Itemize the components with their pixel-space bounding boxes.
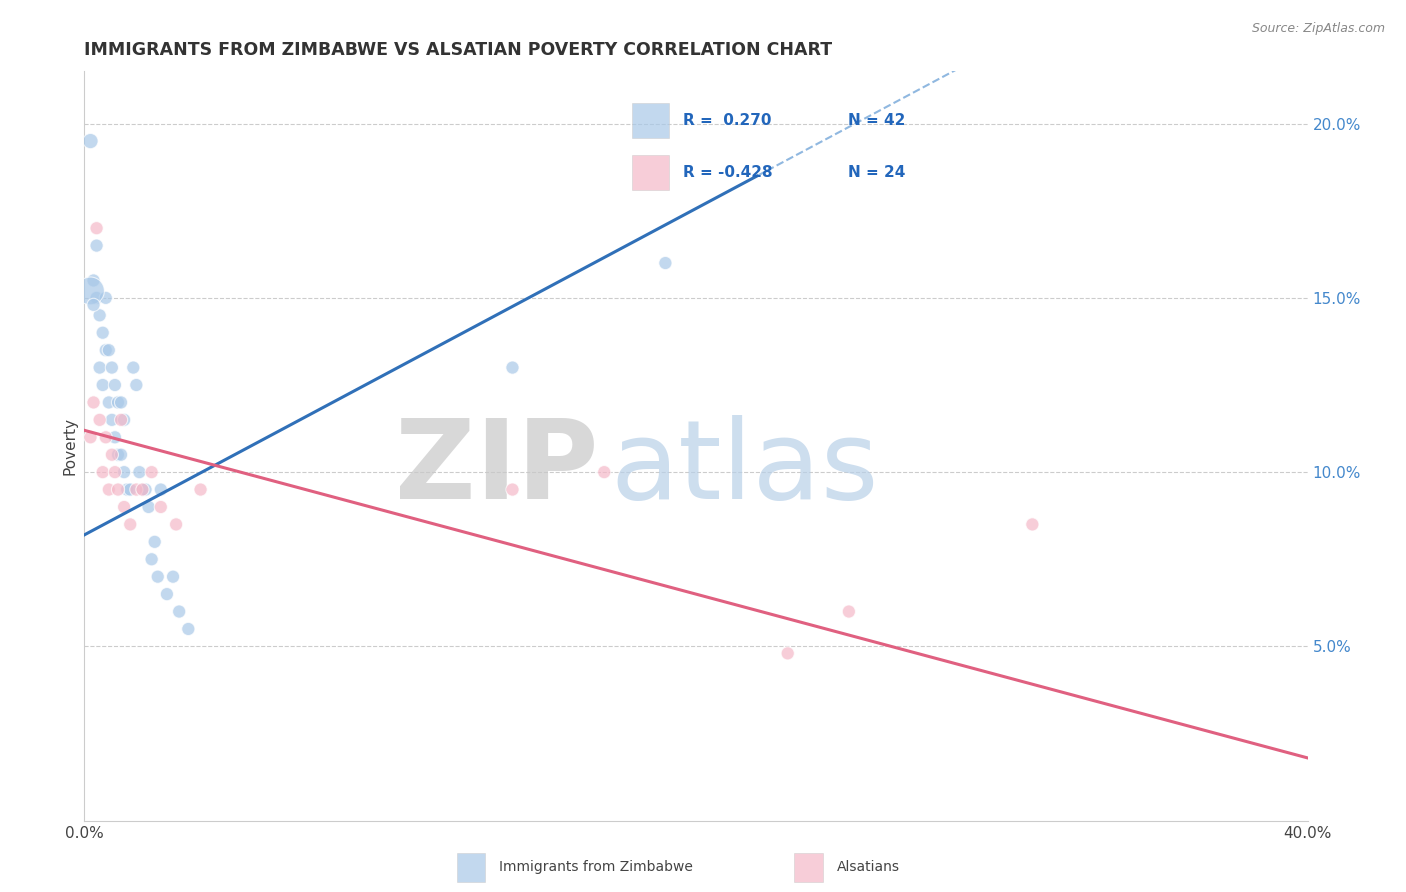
Point	[86, 291, 108, 305]
Point	[128, 465, 150, 479]
Point	[89, 360, 111, 375]
Point	[1021, 517, 1043, 532]
Point	[91, 326, 114, 340]
Point	[502, 360, 524, 375]
Point	[94, 343, 117, 358]
Point	[101, 413, 124, 427]
FancyBboxPatch shape	[457, 854, 485, 881]
Point	[107, 483, 129, 497]
Point	[149, 483, 172, 497]
FancyBboxPatch shape	[633, 103, 669, 138]
Point	[143, 534, 166, 549]
Point	[97, 343, 120, 358]
Point	[131, 483, 153, 497]
Text: R =  0.270: R = 0.270	[683, 113, 772, 128]
Point	[86, 238, 108, 252]
Point	[91, 378, 114, 392]
Text: IMMIGRANTS FROM ZIMBABWE VS ALSATIAN POVERTY CORRELATION CHART: IMMIGRANTS FROM ZIMBABWE VS ALSATIAN POV…	[84, 41, 832, 59]
Point	[104, 465, 127, 479]
Text: Source: ZipAtlas.com: Source: ZipAtlas.com	[1251, 22, 1385, 36]
Point	[125, 483, 148, 497]
Point	[156, 587, 179, 601]
Point	[104, 378, 127, 392]
Point	[83, 273, 105, 287]
Point	[79, 134, 101, 148]
Text: Alsatians: Alsatians	[837, 861, 900, 874]
Point	[89, 308, 111, 322]
Point	[86, 221, 108, 235]
Point	[104, 430, 127, 444]
Point	[190, 483, 212, 497]
Point	[115, 483, 138, 497]
Point	[112, 500, 135, 514]
Point	[141, 465, 163, 479]
Point	[83, 298, 105, 312]
Point	[149, 500, 172, 514]
Point	[122, 360, 145, 375]
FancyBboxPatch shape	[794, 854, 823, 881]
Point	[107, 395, 129, 409]
Text: Immigrants from Zimbabwe: Immigrants from Zimbabwe	[499, 861, 693, 874]
Point	[101, 448, 124, 462]
Point	[101, 360, 124, 375]
Point	[654, 256, 676, 270]
Point	[135, 483, 157, 497]
Point	[112, 465, 135, 479]
Point	[125, 378, 148, 392]
Point	[110, 395, 132, 409]
Point	[131, 483, 153, 497]
Point	[89, 413, 111, 427]
Point	[79, 430, 101, 444]
Point	[593, 465, 616, 479]
Point	[91, 465, 114, 479]
Y-axis label: Poverty: Poverty	[62, 417, 77, 475]
Point	[138, 500, 160, 514]
Point	[107, 448, 129, 462]
Text: ZIP: ZIP	[395, 415, 598, 522]
Text: N = 24: N = 24	[848, 165, 905, 180]
Point	[97, 483, 120, 497]
Point	[165, 517, 187, 532]
Point	[162, 570, 184, 584]
Point	[94, 430, 117, 444]
Text: N = 42: N = 42	[848, 113, 905, 128]
Point	[97, 395, 120, 409]
Point	[112, 413, 135, 427]
Point	[110, 448, 132, 462]
Point	[120, 517, 142, 532]
Point	[146, 570, 169, 584]
Point	[776, 646, 799, 660]
Text: R = -0.428: R = -0.428	[683, 165, 772, 180]
Point	[838, 605, 860, 619]
Point	[94, 291, 117, 305]
Point	[167, 605, 190, 619]
Point	[110, 413, 132, 427]
Point	[177, 622, 200, 636]
Text: atlas: atlas	[610, 415, 879, 522]
Point	[83, 395, 105, 409]
Point	[502, 483, 524, 497]
Point	[141, 552, 163, 566]
Point	[120, 483, 142, 497]
Point	[79, 284, 101, 298]
FancyBboxPatch shape	[633, 155, 669, 190]
